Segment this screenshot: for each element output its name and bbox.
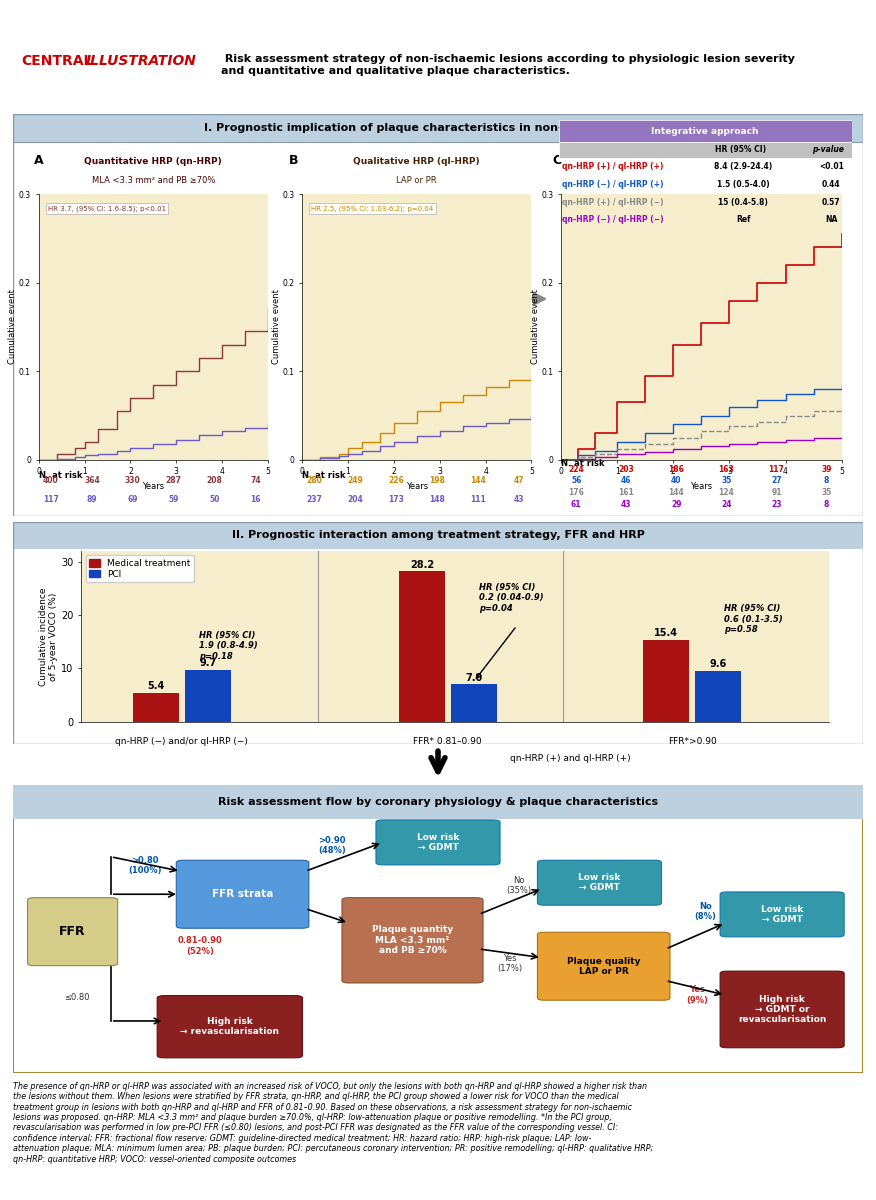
Text: >0.90
(48%): >0.90 (48%) (318, 835, 346, 854)
Text: qn-HRP (−) / ql-HRP (−): qn-HRP (−) / ql-HRP (−) (562, 215, 663, 224)
Text: Yes
(17%): Yes (17%) (498, 954, 523, 973)
Text: Integrative approach: Integrative approach (652, 127, 759, 136)
Text: 0.57: 0.57 (822, 198, 841, 206)
Text: The presence of qn-HRP or ql-HRP was associated with an increased risk of VOCO, : The presence of qn-HRP or ql-HRP was ass… (13, 1082, 653, 1164)
Text: Risk assessment strategy of non-ischaemic lesions according to physiologic lesio: Risk assessment strategy of non-ischaemi… (222, 54, 795, 76)
Text: qn-HRP (+) / ql-HRP (−): qn-HRP (+) / ql-HRP (−) (562, 198, 663, 206)
Text: Low risk
→ GDMT: Low risk → GDMT (761, 905, 803, 924)
Text: 0.81-0.90
(52%): 0.81-0.90 (52%) (178, 936, 223, 955)
Text: 287: 287 (166, 476, 182, 485)
Text: 59: 59 (169, 496, 179, 504)
Text: <0.01: <0.01 (819, 162, 844, 172)
FancyBboxPatch shape (342, 898, 483, 983)
Text: NA: NA (825, 215, 837, 224)
Text: 117: 117 (768, 464, 785, 474)
Text: High risk
→ GDMT or
revascularisation: High risk → GDMT or revascularisation (738, 995, 826, 1025)
Text: >0.80
(100%): >0.80 (100%) (128, 856, 161, 875)
Text: ILLUSTRATION: ILLUSTRATION (85, 54, 196, 68)
Text: 117: 117 (43, 496, 59, 504)
Text: 124: 124 (718, 488, 734, 497)
Text: LAP or PR: LAP or PR (397, 176, 437, 185)
Text: FFR* 0.81–0.90: FFR* 0.81–0.90 (413, 737, 482, 746)
Text: 35: 35 (721, 476, 731, 485)
Text: 144: 144 (668, 488, 684, 497)
FancyBboxPatch shape (13, 522, 863, 548)
Text: HR 2.5, (95% CI: 1.03-6.2); p=0.04: HR 2.5, (95% CI: 1.03-6.2); p=0.04 (311, 205, 434, 211)
Text: II. Prognostic interaction among treatment strategy, FFR and HRP: II. Prognostic interaction among treatme… (231, 530, 645, 540)
Text: CENTRAL: CENTRAL (22, 54, 93, 68)
Text: 8.4 (2.9-24.4): 8.4 (2.9-24.4) (714, 162, 773, 172)
Text: Low risk
→ GDMT: Low risk → GDMT (578, 874, 620, 893)
Text: 74: 74 (251, 476, 261, 485)
Legend: Medical treatment, PCI: Medical treatment, PCI (86, 556, 194, 582)
Bar (450, 684, 497, 722)
X-axis label: Years: Years (142, 482, 165, 491)
Text: 69: 69 (128, 496, 138, 504)
Text: HR (95% CI)
1.9 (0.8-4.9)
p=0.18: HR (95% CI) 1.9 (0.8-4.9) p=0.18 (199, 631, 258, 661)
FancyBboxPatch shape (13, 114, 863, 142)
Text: 186: 186 (668, 464, 684, 474)
Text: 173: 173 (388, 496, 404, 504)
Text: 400: 400 (43, 476, 59, 485)
FancyBboxPatch shape (559, 142, 851, 158)
Text: qn-HRP (−) / ql-HRP (+): qn-HRP (−) / ql-HRP (+) (562, 180, 663, 188)
Text: HR (95% CI)
0.2 (0.04-0.9)
p=0.04: HR (95% CI) 0.2 (0.04-0.9) p=0.04 (479, 583, 544, 613)
X-axis label: Years: Years (690, 482, 712, 491)
FancyBboxPatch shape (720, 971, 844, 1048)
Text: 15 (0.4-5.8): 15 (0.4-5.8) (718, 198, 768, 206)
Text: 111: 111 (470, 496, 486, 504)
Text: Quantitative HRP (qn-HRP): Quantitative HRP (qn-HRP) (84, 157, 223, 166)
Text: Risk assessment flow by coronary physiology & plaque characteristics: Risk assessment flow by coronary physiol… (218, 797, 658, 808)
Text: 204: 204 (348, 496, 364, 504)
Text: 50: 50 (209, 496, 220, 504)
Text: 161: 161 (618, 488, 634, 497)
Text: 148: 148 (429, 496, 445, 504)
FancyBboxPatch shape (376, 820, 500, 865)
Text: Low risk
→ GDMT: Low risk → GDMT (417, 833, 459, 852)
Text: 224: 224 (569, 464, 584, 474)
Text: 8: 8 (824, 476, 830, 485)
Y-axis label: Cumulative event: Cumulative event (272, 289, 281, 365)
Text: qn-HRP (−) and/or ql-HRP (−): qn-HRP (−) and/or ql-HRP (−) (116, 737, 248, 746)
FancyBboxPatch shape (157, 996, 302, 1058)
Text: 89: 89 (87, 496, 97, 504)
Text: 24: 24 (721, 500, 731, 509)
Text: 47: 47 (514, 476, 525, 485)
Text: No
(35%): No (35%) (506, 876, 531, 895)
Text: FFR: FFR (60, 925, 86, 938)
Text: 8: 8 (824, 500, 830, 509)
Text: N. at risk: N. at risk (302, 472, 345, 480)
Text: 9.6: 9.6 (710, 659, 727, 668)
Text: HR (95% CI)
0.6 (0.1-3.5)
p=0.58: HR (95% CI) 0.6 (0.1-3.5) p=0.58 (724, 605, 782, 634)
Text: N. at risk: N. at risk (562, 460, 604, 468)
Text: 16: 16 (251, 496, 261, 504)
Text: 176: 176 (569, 488, 584, 497)
Text: ≤0.80: ≤0.80 (64, 994, 89, 1002)
Text: 0.44: 0.44 (822, 180, 841, 188)
Text: 9.7: 9.7 (199, 659, 216, 668)
Bar (696, 671, 741, 722)
Text: A: A (34, 155, 44, 167)
Text: I. Prognostic implication of plaque characteristics in non-ischaemic lesions: I. Prognostic implication of plaque char… (204, 124, 672, 133)
Text: EuroIntervention: EuroIntervention (22, 12, 122, 23)
Text: 198: 198 (429, 476, 445, 485)
Text: 364: 364 (84, 476, 100, 485)
Text: Ref: Ref (736, 215, 751, 224)
Text: 43: 43 (514, 496, 525, 504)
Text: 15.4: 15.4 (654, 628, 678, 638)
Text: 91: 91 (771, 488, 781, 497)
Text: Qualitative HRP (ql-HRP): Qualitative HRP (ql-HRP) (353, 157, 480, 166)
Text: 280: 280 (307, 476, 322, 485)
X-axis label: Years: Years (406, 482, 427, 491)
Text: 27: 27 (771, 476, 782, 485)
Text: qn-HRP (+) and ql-HRP (+): qn-HRP (+) and ql-HRP (+) (510, 755, 631, 763)
Text: N. at risk: N. at risk (39, 472, 82, 480)
Text: No
(8%): No (8%) (695, 902, 717, 922)
FancyBboxPatch shape (559, 120, 851, 142)
Y-axis label: Cumulative event: Cumulative event (9, 289, 18, 365)
Bar (185, 670, 230, 722)
Text: 61: 61 (571, 500, 582, 509)
Text: 56: 56 (571, 476, 582, 485)
Text: 40: 40 (671, 476, 682, 485)
Text: MLA <3.3 mm² and PB ≥70%: MLA <3.3 mm² and PB ≥70% (92, 176, 215, 185)
